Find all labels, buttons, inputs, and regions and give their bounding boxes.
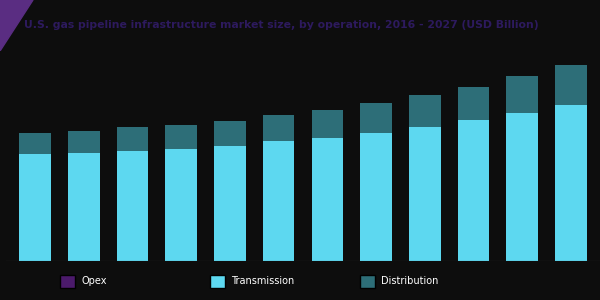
Bar — [311, 110, 343, 138]
Text: Distribution: Distribution — [381, 275, 439, 286]
FancyBboxPatch shape — [60, 275, 75, 288]
Bar — [555, 65, 587, 105]
Bar — [555, 105, 587, 261]
Bar — [68, 153, 100, 261]
Text: Transmission: Transmission — [231, 275, 294, 286]
Bar — [409, 127, 440, 261]
Text: U.S. gas pipeline infrastructure market size, by operation, 2016 - 2027 (USD Bil: U.S. gas pipeline infrastructure market … — [24, 20, 539, 31]
Text: Opex: Opex — [81, 275, 107, 286]
Polygon shape — [0, 0, 33, 51]
Bar — [19, 154, 51, 261]
Bar — [360, 103, 392, 133]
Bar — [117, 128, 148, 151]
Bar — [506, 112, 538, 261]
FancyBboxPatch shape — [360, 275, 375, 288]
Bar — [214, 146, 246, 261]
Bar — [166, 125, 197, 149]
Bar — [506, 76, 538, 112]
Bar — [458, 87, 489, 120]
Bar — [409, 95, 440, 127]
Bar — [214, 121, 246, 146]
FancyBboxPatch shape — [210, 275, 225, 288]
Bar — [458, 120, 489, 261]
Bar — [117, 151, 148, 261]
Bar — [166, 149, 197, 261]
Bar — [263, 116, 295, 141]
Bar — [311, 138, 343, 261]
Bar — [19, 133, 51, 154]
Bar — [68, 131, 100, 153]
Bar — [263, 141, 295, 261]
Bar — [360, 133, 392, 261]
